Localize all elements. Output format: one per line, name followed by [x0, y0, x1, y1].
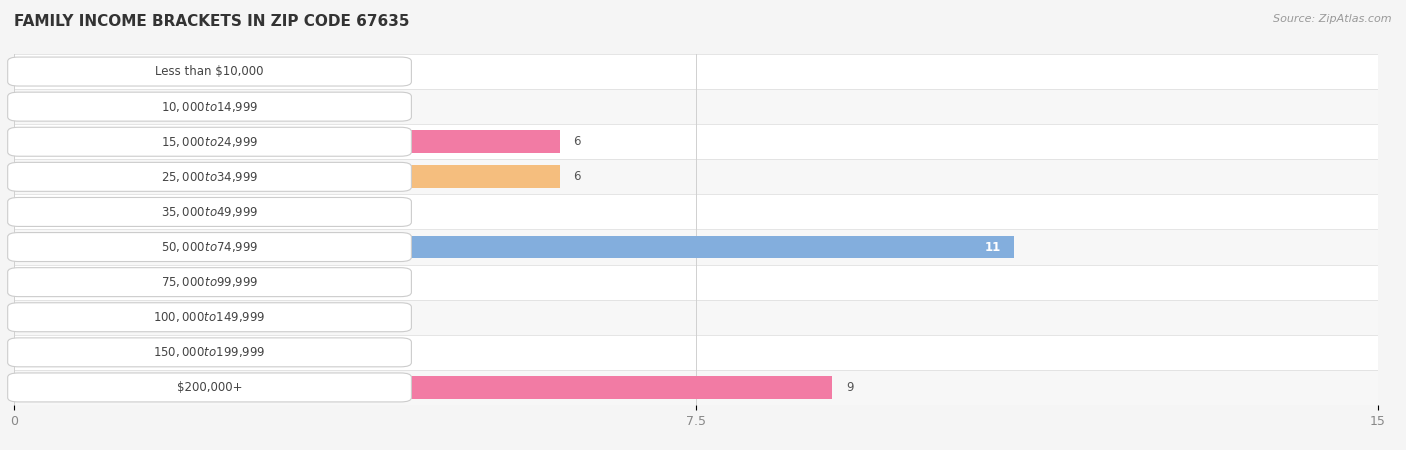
Text: 0: 0 — [159, 65, 167, 78]
Text: 3: 3 — [301, 311, 308, 324]
FancyBboxPatch shape — [7, 162, 412, 191]
Bar — [14, 89, 1378, 124]
Bar — [14, 201, 150, 223]
Text: FAMILY INCOME BRACKETS IN ZIP CODE 67635: FAMILY INCOME BRACKETS IN ZIP CODE 67635 — [14, 14, 409, 28]
Bar — [14, 60, 150, 83]
Text: 0: 0 — [159, 206, 167, 218]
Text: $10,000 to $14,999: $10,000 to $14,999 — [160, 99, 259, 114]
FancyBboxPatch shape — [7, 303, 412, 332]
FancyBboxPatch shape — [7, 127, 412, 156]
Text: $15,000 to $24,999: $15,000 to $24,999 — [160, 135, 259, 149]
Bar — [14, 166, 150, 188]
Text: Less than $10,000: Less than $10,000 — [155, 65, 264, 78]
Bar — [14, 370, 1378, 405]
Text: $50,000 to $74,999: $50,000 to $74,999 — [160, 240, 259, 254]
Bar — [14, 130, 560, 153]
Bar — [14, 376, 832, 399]
FancyBboxPatch shape — [7, 268, 412, 297]
Text: 0: 0 — [159, 100, 167, 113]
Text: $25,000 to $34,999: $25,000 to $34,999 — [160, 170, 259, 184]
Text: 6: 6 — [574, 135, 581, 148]
Bar — [14, 306, 150, 328]
Text: Source: ZipAtlas.com: Source: ZipAtlas.com — [1274, 14, 1392, 23]
Text: 6: 6 — [574, 171, 581, 183]
Bar — [14, 236, 1014, 258]
FancyBboxPatch shape — [7, 233, 412, 261]
Bar — [14, 335, 1378, 370]
Text: 11: 11 — [984, 241, 1001, 253]
Text: $200,000+: $200,000+ — [177, 381, 242, 394]
Bar — [14, 159, 1378, 194]
Bar — [14, 341, 150, 364]
FancyBboxPatch shape — [7, 92, 412, 121]
Bar — [14, 124, 1378, 159]
Bar — [14, 236, 150, 258]
Bar — [14, 306, 287, 328]
Text: 0: 0 — [159, 346, 167, 359]
Text: $100,000 to $149,999: $100,000 to $149,999 — [153, 310, 266, 324]
FancyBboxPatch shape — [7, 198, 412, 226]
Text: $75,000 to $99,999: $75,000 to $99,999 — [160, 275, 259, 289]
FancyBboxPatch shape — [7, 373, 412, 402]
Bar — [14, 95, 150, 118]
Bar — [14, 54, 1378, 89]
Bar — [14, 230, 1378, 265]
FancyBboxPatch shape — [7, 338, 412, 367]
Text: $35,000 to $49,999: $35,000 to $49,999 — [160, 205, 259, 219]
Text: $150,000 to $199,999: $150,000 to $199,999 — [153, 345, 266, 360]
Bar — [14, 376, 150, 399]
FancyBboxPatch shape — [7, 57, 412, 86]
Bar — [14, 130, 150, 153]
Text: 9: 9 — [846, 381, 853, 394]
Bar — [14, 271, 150, 293]
Bar — [14, 194, 1378, 230]
Text: 0: 0 — [159, 276, 167, 288]
Bar — [14, 300, 1378, 335]
Bar — [14, 166, 560, 188]
Bar — [14, 265, 1378, 300]
